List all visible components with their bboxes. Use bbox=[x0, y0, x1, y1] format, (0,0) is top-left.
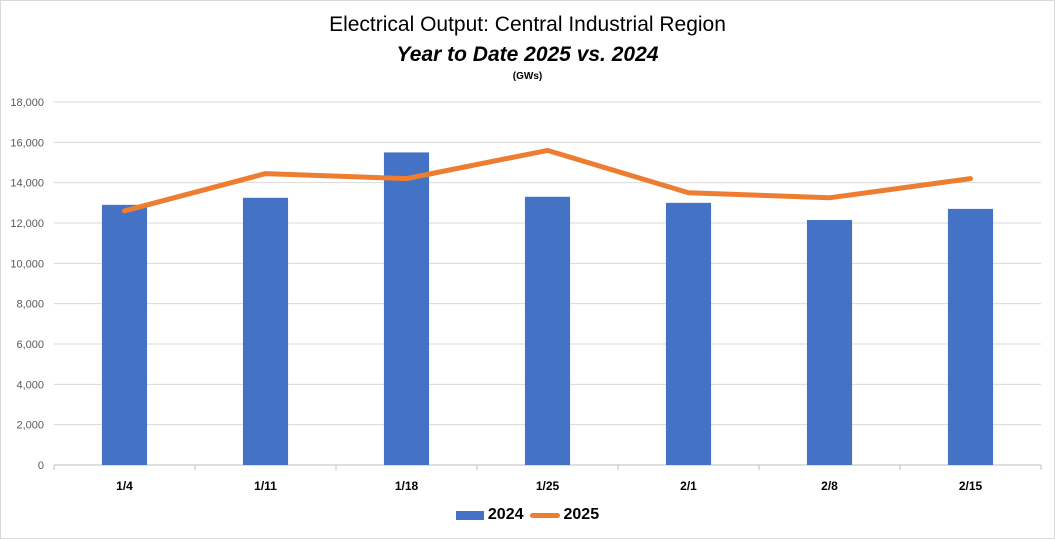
x-tick-label: 2/15 bbox=[959, 479, 983, 493]
x-tick-label: 1/4 bbox=[116, 479, 133, 493]
x-tick-label: 1/18 bbox=[395, 479, 419, 493]
y-tick-label: 12,000 bbox=[10, 218, 44, 230]
legend-label-2025: 2025 bbox=[563, 506, 600, 523]
y-tick-label: 16,000 bbox=[10, 137, 44, 149]
x-tick-label: 1/25 bbox=[536, 479, 560, 493]
y-tick-label: 8,000 bbox=[16, 299, 44, 311]
x-tick-label: 2/8 bbox=[821, 479, 838, 493]
x-tick-label: 2/1 bbox=[680, 479, 697, 493]
y-tick-label: 14,000 bbox=[10, 178, 44, 190]
bar-2024 bbox=[383, 152, 430, 465]
legend-item-2025[interactable]: 2025 bbox=[529, 506, 600, 524]
chart-unit-label: (GWs) bbox=[512, 71, 543, 82]
x-tick-label: 1/11 bbox=[254, 479, 277, 493]
legend: 2024 2025 bbox=[1, 506, 1054, 524]
legend-swatch-2024 bbox=[455, 510, 484, 520]
bar-2024 bbox=[524, 196, 571, 466]
legend-swatch-2025 bbox=[529, 512, 560, 518]
chart-subtitle: Year to Date 2025 vs. 2024 bbox=[396, 43, 659, 66]
bar-2024 bbox=[947, 208, 994, 465]
chart-title: Electrical Output: Central Industrial Re… bbox=[329, 13, 726, 36]
bar-2024 bbox=[242, 197, 289, 465]
y-tick-label: 6,000 bbox=[16, 339, 44, 351]
plot-area: 0 2,000 4,000 6,000 8,000 10,000 12,000 14,000 1… bbox=[10, 97, 1042, 493]
legend-label-2024: 2024 bbox=[487, 506, 524, 523]
y-tick-label: 4,000 bbox=[16, 379, 44, 391]
legend-item-2024[interactable]: 2024 bbox=[455, 506, 524, 524]
y-tick-label: 10,000 bbox=[10, 258, 44, 270]
bar-2024 bbox=[806, 219, 853, 465]
y-tick-label: 2,000 bbox=[16, 420, 44, 432]
y-tick-label: 18,000 bbox=[10, 97, 44, 109]
bar-2024 bbox=[665, 202, 712, 466]
bar-2024 bbox=[101, 204, 148, 465]
y-tick-label: 0 bbox=[38, 460, 44, 472]
